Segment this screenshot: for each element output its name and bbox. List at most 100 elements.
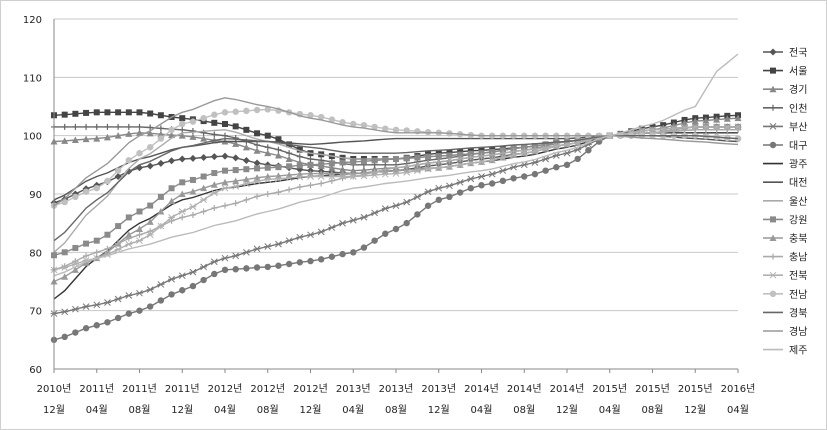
- data-point: [403, 198, 411, 206]
- data-point: [254, 193, 261, 200]
- data-point: [222, 202, 228, 209]
- data-point: [264, 132, 271, 139]
- data-point: [286, 163, 293, 170]
- data-point: [114, 132, 122, 139]
- y-tick-label: 120: [23, 15, 42, 26]
- data-point: [435, 153, 442, 160]
- data-point: [713, 123, 721, 131]
- data-point: [296, 173, 304, 181]
- data-point: [147, 228, 154, 235]
- legend-item: 제주: [763, 345, 807, 357]
- data-point: [349, 216, 357, 224]
- legend-label: 충남: [789, 252, 807, 264]
- data-point: [72, 193, 79, 201]
- data-point: [242, 143, 250, 151]
- data-point: [403, 169, 411, 176]
- data-point: [296, 259, 304, 266]
- data-point: [328, 164, 336, 171]
- x-tick-label-year: 2011년: [165, 383, 200, 395]
- data-point: [692, 126, 699, 133]
- x-tick-label-year: 2013년: [336, 383, 371, 395]
- data-point: [467, 175, 475, 183]
- data-point: [253, 264, 261, 271]
- data-point: [307, 112, 314, 119]
- data-point: [531, 170, 539, 178]
- x-tick-label-year: 2013년: [421, 383, 456, 395]
- data-point: [125, 310, 133, 317]
- legend-label: 경기: [789, 83, 807, 96]
- data-point: [168, 185, 175, 192]
- series-lines: [50, 53, 742, 344]
- x-tick-label-month: 04월: [727, 404, 749, 416]
- data-point: [82, 188, 90, 195]
- data-point: [723, 115, 731, 122]
- data-point: [243, 107, 250, 115]
- data-point: [232, 140, 240, 147]
- data-point: [307, 161, 314, 168]
- x-tick-label-month: 04월: [86, 404, 108, 416]
- legend-swatch-marker: [769, 123, 777, 130]
- data-point: [339, 119, 346, 126]
- data-point: [61, 137, 69, 144]
- x-tick-label-year: 2015년: [592, 383, 627, 395]
- data-point: [659, 125, 667, 133]
- data-point: [200, 196, 208, 204]
- data-point: [328, 173, 336, 180]
- data-point: [275, 189, 282, 196]
- data-point: [424, 188, 432, 196]
- legend-item: 광주: [763, 159, 807, 171]
- data-point: [446, 157, 453, 164]
- legend-swatch-marker: [769, 234, 777, 241]
- data-point: [392, 225, 400, 233]
- data-point: [189, 268, 197, 276]
- data-point: [392, 202, 400, 210]
- data-point: [211, 131, 218, 138]
- legend-item: 전북: [763, 270, 807, 282]
- data-point: [83, 123, 90, 130]
- data-point: [403, 219, 410, 227]
- data-point: [381, 170, 389, 178]
- data-point: [328, 160, 335, 167]
- legend-item: 전남: [763, 289, 807, 301]
- data-point: [210, 258, 218, 266]
- data-point: [72, 110, 79, 117]
- data-point: [178, 155, 186, 163]
- data-point: [702, 123, 710, 131]
- data-point: [521, 173, 528, 180]
- series-3: [50, 114, 742, 174]
- data-point: [136, 237, 143, 245]
- series-line: [53, 135, 739, 242]
- data-point: [264, 243, 272, 250]
- data-point: [93, 301, 101, 309]
- x-tick-label-month: 12월: [556, 404, 578, 416]
- data-point: [93, 249, 100, 256]
- data-point: [114, 314, 122, 322]
- y-tick-label: 70: [29, 307, 42, 318]
- data-point: [125, 292, 133, 299]
- data-point: [531, 148, 539, 155]
- data-point: [179, 214, 186, 221]
- data-point: [157, 159, 165, 167]
- x-tick-label-year: 2013년: [379, 383, 414, 395]
- data-point: [243, 166, 250, 173]
- data-point: [499, 154, 507, 161]
- data-point: [189, 133, 197, 140]
- data-point: [189, 154, 197, 162]
- data-point: [254, 141, 261, 148]
- legend-label: 강원: [789, 214, 807, 226]
- data-point: [168, 157, 176, 165]
- x-tick-label-year: 2010년: [37, 383, 72, 395]
- legend-label: 부산: [789, 121, 807, 133]
- data-point: [318, 180, 325, 187]
- x-tick-label-month: 08월: [642, 404, 664, 416]
- legend-swatch-marker: [770, 67, 776, 74]
- data-point: [371, 169, 378, 176]
- data-point: [264, 263, 271, 271]
- data-point: [510, 148, 517, 155]
- data-point: [339, 173, 347, 180]
- data-point: [393, 156, 399, 162]
- legend-item: 대전: [763, 177, 807, 189]
- data-point: [136, 231, 143, 238]
- data-point: [274, 240, 282, 248]
- data-point: [232, 167, 239, 174]
